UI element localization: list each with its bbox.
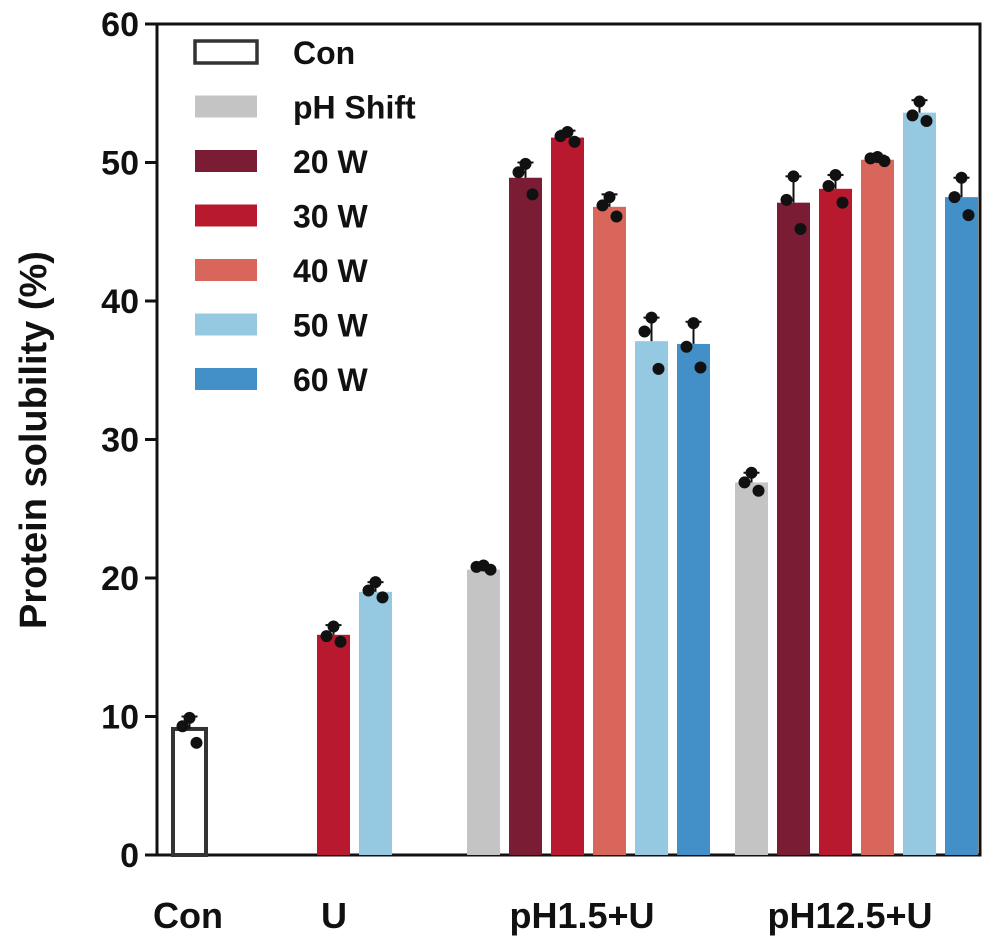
data-point xyxy=(321,630,333,642)
legend-label: pH Shift xyxy=(293,90,416,126)
bar xyxy=(509,178,542,855)
bar xyxy=(819,189,852,855)
bar xyxy=(551,138,584,855)
legend-label: 60 W xyxy=(293,362,368,398)
y-tick-label: 0 xyxy=(120,837,139,875)
y-tick-label: 20 xyxy=(101,560,139,598)
data-point xyxy=(921,115,933,127)
bar xyxy=(735,482,768,855)
bar xyxy=(173,729,206,855)
data-point xyxy=(681,341,693,353)
data-point xyxy=(865,152,877,164)
y-tick-label: 50 xyxy=(101,145,139,183)
legend-label: Con xyxy=(293,35,355,71)
data-point xyxy=(753,485,765,497)
legend-label: 20 W xyxy=(293,144,368,180)
data-point xyxy=(963,209,975,221)
data-point xyxy=(527,188,539,200)
bar xyxy=(903,113,936,855)
x-tick-label: pH12.5+U xyxy=(767,895,932,936)
data-point xyxy=(335,636,347,648)
data-point xyxy=(485,564,497,576)
bar xyxy=(861,160,894,855)
y-tick-label: 10 xyxy=(101,699,139,737)
data-point xyxy=(788,170,800,182)
x-tick-label: Con xyxy=(153,895,223,936)
legend-swatch xyxy=(195,259,257,281)
bar xyxy=(467,570,500,855)
legend-label: 50 W xyxy=(293,308,368,344)
data-point xyxy=(611,211,623,223)
data-point xyxy=(639,325,651,337)
data-point xyxy=(739,476,751,488)
y-tick-label: 60 xyxy=(101,6,139,44)
legend-label: 30 W xyxy=(293,199,368,235)
data-point xyxy=(653,363,665,375)
data-point xyxy=(879,155,891,167)
data-point xyxy=(695,361,707,373)
legend-swatch xyxy=(195,205,257,227)
data-point xyxy=(746,467,758,479)
data-point xyxy=(907,109,919,121)
y-tick-label: 30 xyxy=(101,422,139,460)
data-point xyxy=(513,166,525,178)
x-tick-label: U xyxy=(321,895,347,936)
bar xyxy=(945,197,978,855)
data-point xyxy=(949,191,961,203)
legend-swatch xyxy=(195,41,257,63)
bar xyxy=(635,341,668,855)
data-point xyxy=(646,312,658,324)
legend-label: 40 W xyxy=(293,253,368,289)
data-point xyxy=(830,169,842,181)
y-axis-label: Protein solubility (%) xyxy=(13,251,55,629)
data-point xyxy=(555,130,567,142)
data-point xyxy=(781,194,793,206)
data-point xyxy=(569,136,581,148)
bar xyxy=(677,344,710,855)
data-point xyxy=(471,561,483,573)
y-tick-label: 40 xyxy=(101,283,139,321)
data-point xyxy=(823,180,835,192)
bar xyxy=(777,203,810,855)
data-point xyxy=(956,172,968,184)
data-point xyxy=(597,199,609,211)
legend-swatch xyxy=(195,150,257,172)
data-point xyxy=(363,584,375,596)
data-point xyxy=(177,720,189,732)
data-point xyxy=(191,737,203,749)
data-point xyxy=(914,96,926,108)
legend-swatch xyxy=(195,314,257,336)
data-point xyxy=(377,591,389,603)
bar xyxy=(593,207,626,855)
x-tick-label: pH1.5+U xyxy=(509,895,654,936)
legend-swatch xyxy=(195,96,257,118)
bar xyxy=(359,592,392,855)
legend-swatch xyxy=(195,368,257,390)
data-point xyxy=(328,620,340,632)
data-point xyxy=(795,223,807,235)
bar xyxy=(317,635,350,855)
data-point xyxy=(837,197,849,209)
data-point xyxy=(688,317,700,329)
